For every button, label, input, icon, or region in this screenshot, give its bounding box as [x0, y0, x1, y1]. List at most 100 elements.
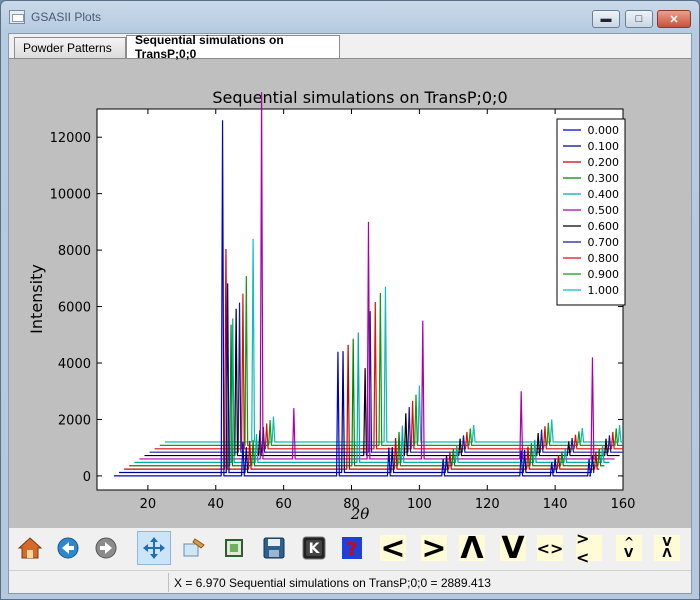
expand-y-button[interactable]: ^ V — [612, 531, 646, 565]
series-line-1.000 — [164, 238, 623, 443]
shift-left-glyph: < — [380, 530, 406, 566]
floppy-disk-icon — [263, 537, 285, 559]
tab-bar: Powder Patterns Sequential simulations o… — [9, 33, 691, 61]
home-button[interactable] — [13, 531, 47, 565]
y-axis-label: Intensity — [27, 264, 46, 334]
x-tick-label: 140 — [543, 497, 568, 512]
back-arrow-icon — [57, 537, 79, 559]
subplots-button[interactable] — [217, 531, 251, 565]
plot-canvas[interactable]: Sequential simulations on TransP;0;0 2θ … — [9, 58, 691, 528]
shift-down-glyph: V — [500, 530, 526, 566]
legend-label: 0.700 — [588, 236, 620, 249]
app-window-icon — [9, 10, 25, 24]
pan-arrows-icon — [143, 537, 165, 559]
shift-right-button[interactable]: > — [417, 530, 451, 566]
window-title: GSASII Plots — [31, 10, 102, 24]
legend-label: 0.900 — [588, 268, 620, 281]
shift-left-button[interactable]: < — [376, 530, 410, 566]
close-button[interactable]: ✕ — [657, 10, 691, 28]
series-line-0.300 — [129, 324, 605, 467]
forward-arrow-icon — [95, 537, 117, 559]
series-line-0.500 — [139, 92, 615, 460]
help-button[interactable]: ? — [335, 531, 369, 565]
y-tick-label: 0 — [83, 470, 91, 485]
subplots-icon — [225, 539, 243, 557]
svg-text:?: ? — [347, 539, 357, 560]
chart-svg[interactable]: Sequential simulations on TransP;0;0 2θ … — [9, 59, 691, 529]
series-line-0.000 — [113, 120, 592, 477]
contract-y-glyph: V Λ — [654, 535, 680, 561]
series-line-0.700 — [149, 302, 623, 453]
shift-up-button[interactable]: Λ — [455, 530, 489, 566]
status-bar: X = 6.970 Sequential simulations on Tran… — [9, 570, 691, 593]
legend-label: 0.300 — [588, 172, 620, 185]
series-line-0.100 — [119, 283, 595, 474]
y-tick-label: 10000 — [50, 188, 91, 203]
plot-frame — [96, 108, 624, 491]
client-area: Powder Patterns Sequential simulations o… — [8, 33, 692, 594]
zoom-icon — [183, 538, 205, 557]
x-tick-label: 40 — [208, 497, 225, 512]
help-question-icon: ? — [342, 537, 362, 560]
series-group — [113, 92, 623, 477]
shift-down-button[interactable]: V — [496, 530, 530, 566]
legend-label: 0.100 — [588, 140, 620, 153]
maximize-button[interactable]: □ — [625, 10, 653, 28]
x-axis-label: 2θ — [350, 505, 370, 523]
key-k-icon: K — [302, 536, 326, 560]
pan-button[interactable] — [137, 531, 171, 565]
y-tick-label: 4000 — [58, 357, 91, 372]
back-button[interactable] — [51, 531, 85, 565]
expand-x-button[interactable]: <> — [533, 531, 567, 565]
legend-label: 0.200 — [588, 156, 620, 169]
legend-label: 0.500 — [588, 204, 620, 217]
series-line-0.200 — [124, 248, 600, 470]
minimize-icon: ▬ — [600, 13, 612, 25]
y-tick-label: 2000 — [58, 413, 91, 428]
contract-y-button[interactable]: V Λ — [650, 531, 684, 565]
y-tick-label: 8000 — [58, 244, 91, 259]
shift-up-glyph: Λ — [459, 530, 485, 566]
status-pane-left — [9, 573, 169, 592]
series-line-0.900 — [159, 276, 623, 447]
save-button[interactable] — [257, 531, 291, 565]
tab-powder-patterns[interactable]: Powder Patterns — [14, 37, 126, 58]
minimize-button[interactable]: ▬ — [592, 10, 620, 28]
close-icon: ✕ — [669, 13, 679, 26]
expand-x-glyph: <> — [537, 535, 563, 561]
shift-right-glyph: > — [421, 530, 447, 566]
zoom-button[interactable] — [177, 531, 211, 565]
expand-y-glyph: ^ V — [616, 535, 642, 561]
x-tick-label: 160 — [611, 497, 636, 512]
home-icon — [17, 537, 43, 559]
axis-ticks: 20 40 60 80 100 120 140 160 0 2000 4000 6000 8000 100… — [50, 109, 636, 512]
legend: 0.000 0.100 0.200 0.300 0.400 0.500 0.600 0.700… — [556, 118, 626, 306]
x-tick-label: 20 — [140, 497, 157, 512]
chart-title: Sequential simulations on TransP;0;0 — [212, 88, 507, 107]
svg-text:K: K — [309, 541, 321, 557]
maximize-icon: □ — [635, 13, 643, 25]
legend-label: 0.400 — [588, 188, 620, 201]
series-line-0.800 — [154, 293, 623, 450]
legend-label: 0.000 — [588, 124, 620, 137]
series-line-0.600 — [144, 308, 620, 457]
tab-sequential-simulations[interactable]: Sequential simulations on TransP;0;0 — [126, 33, 340, 61]
legend-label: 0.800 — [588, 252, 620, 265]
contract-x-glyph: >< — [576, 529, 602, 567]
title-bar[interactable]: GSASII Plots ▬ □ ✕ — [1, 1, 699, 33]
key-button[interactable]: K — [297, 531, 331, 565]
legend-label: 0.600 — [588, 220, 620, 233]
legend-label: 1.000 — [588, 284, 620, 297]
x-tick-label: 60 — [275, 497, 292, 512]
x-tick-label: 100 — [407, 497, 432, 512]
navigation-toolbar: K ? < > Λ V <> >< ^ V V Λ — [9, 528, 691, 568]
x-tick-label: 80 — [343, 497, 360, 512]
x-tick-label: 120 — [475, 497, 500, 512]
status-cursor-readout: X = 6.970 Sequential simulations on Tran… — [174, 576, 491, 590]
y-tick-label: 12000 — [50, 131, 91, 146]
series-line-0.400 — [134, 318, 610, 463]
contract-x-button[interactable]: >< — [572, 529, 606, 567]
y-tick-label: 6000 — [58, 301, 91, 316]
forward-button[interactable] — [89, 531, 123, 565]
